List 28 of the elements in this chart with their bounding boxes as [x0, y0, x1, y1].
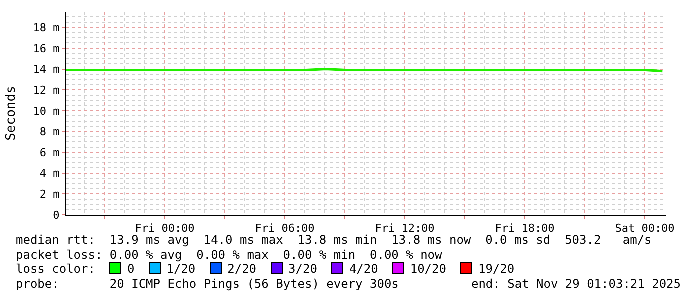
- y-tick-label: 4 m: [40, 167, 60, 180]
- text: 19/20: [478, 262, 515, 276]
- x-tick-label: Fri 18:00: [495, 222, 555, 236]
- y-axis-title: Seconds: [4, 86, 20, 141]
- text: probe: 20 ICMP Echo Pings (56 Bytes) every 300s: [16, 276, 399, 290]
- x-tick-label: Fri 00:00: [135, 222, 195, 236]
- text: 3/20: [288, 262, 318, 276]
- text: 10/20: [410, 262, 446, 276]
- y-tick-label: 16 m: [33, 42, 60, 56]
- x-tick-label: Sat 00:00: [615, 222, 675, 236]
- y-tick-label: 14 m: [33, 63, 60, 76]
- y-tick-label: 10 m: [33, 104, 60, 118]
- text: packet loss: 0.00 % avg 0.00 % max 0.00 % min 0.00 % now: [16, 248, 442, 262]
- text: 4/20: [349, 262, 378, 276]
- x-tick-label: Fri 12:00: [375, 222, 435, 236]
- text: loss color:: [16, 262, 96, 276]
- text: median rtt: 13.9 ms avg 14.0 ms max 13.8 ms min 13.8 ms now 0.0 ms sd 503.2 am/s: [16, 233, 652, 247]
- text: 2/20: [228, 262, 257, 276]
- x-tick-label: Fri 06:00: [255, 222, 315, 236]
- y-tick-label: 6 m: [40, 146, 60, 160]
- text: 1/20: [166, 262, 196, 276]
- y-tick-label: 12 m: [33, 84, 60, 97]
- y-tick-label: 18 m: [33, 21, 60, 34]
- y-tick-label: 0: [53, 208, 60, 222]
- y-tick-label: 2 m: [40, 188, 60, 202]
- y-tick-label: 8 m: [40, 126, 60, 139]
- text: end: Sat Nov 29 01:03:21 2025: [471, 276, 681, 291]
- text: 0: [127, 262, 135, 276]
